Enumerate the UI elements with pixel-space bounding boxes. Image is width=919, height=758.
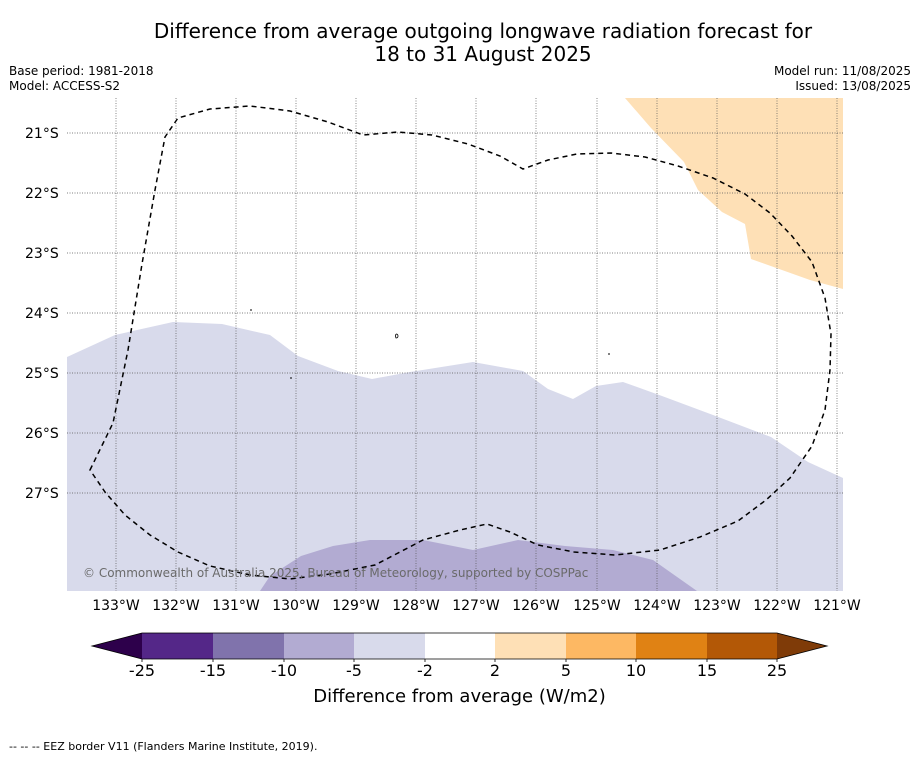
colorbar-tick-label: -15 [199,661,227,680]
anomaly-region-lavender [67,322,843,591]
longitude-label: 123°W [693,598,741,614]
speckle-mark [395,333,399,339]
longitude-label: 121°W [813,598,861,614]
longitude-label: 130°W [272,598,320,614]
issued-text: Issued: 13/08/2025 [795,79,911,93]
latitude-label: 27°S [25,486,59,502]
anomaly-region-purple [260,540,697,591]
colorbar-segment [425,633,495,659]
copyright-notice: © Commonwealth of Australia 2025, Bureau… [83,566,589,580]
colorbar-tick-label: 2 [489,661,501,680]
colorbar-segment [636,633,707,659]
colorbar-tick-label: -10 [270,661,298,680]
eez-border-line [89,105,832,580]
colorbar-tick-label: -25 [128,661,156,680]
longitude-label: 131°W [212,598,260,614]
colorbar-segment [213,633,284,659]
longitude-label: 133°W [92,598,140,614]
eez-border-footnote: -- -- -- EEZ border V11 (Flanders Marine… [9,740,318,753]
colorbar-tick-label: 15 [696,661,718,680]
colorbar-over-arrow [777,633,827,659]
latitude-label: 25°S [25,366,59,382]
colorbar-segment [707,633,777,659]
colorbar-title: Difference from average (W/m2) [313,686,606,707]
latitude-label: 26°S [25,426,59,442]
graticule-lines [67,98,843,591]
longitude-label: 127°W [452,598,500,614]
latitude-label: 21°S [25,126,59,142]
colorbar-segment [495,633,566,659]
colorbar-tick-label: -2 [417,661,433,680]
latitude-label: 23°S [25,246,59,262]
model-run-text: Model run: 11/08/2025 [773,64,911,78]
colorbar-tick-label: 5 [560,661,572,680]
colorbar-tick-label: -5 [346,661,362,680]
colorbar-segment [142,633,213,659]
latitude-label: 24°S [25,306,59,322]
colorbar-under-arrow [92,633,142,659]
longitude-label: 122°W [753,598,801,614]
longitude-label: 128°W [392,598,440,614]
longitude-label: 125°W [573,598,621,614]
longitude-label: 132°W [152,598,200,614]
colorbar-segment [354,633,425,659]
longitude-label: 124°W [633,598,681,614]
map-title-line-1: Difference from average outgoing longwav… [153,19,813,43]
base-period-text: Base period: 1981-2018 [9,64,154,78]
colorbar-segment [284,633,354,659]
anomaly-region-tan [625,98,843,289]
model-text: Model: ACCESS-S2 [9,79,121,93]
colorbar [90,632,829,662]
longitude-label: 126°W [512,598,560,614]
colorbar-tick-label: 10 [625,661,647,680]
map-title-line-2: 18 to 31 August 2025 [374,42,592,66]
colorbar-segment [566,633,636,659]
latitude-label: 22°S [25,186,59,202]
longitude-label: 129°W [332,598,380,614]
colorbar-tick-label: 25 [766,661,788,680]
